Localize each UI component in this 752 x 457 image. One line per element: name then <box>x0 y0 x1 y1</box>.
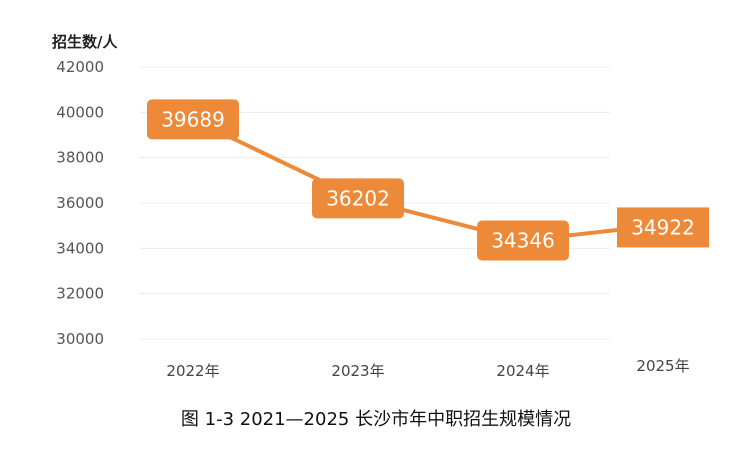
x-tick-label: 2024年 <box>496 362 549 380</box>
y-tick-label: 32000 <box>56 285 104 303</box>
y-tick-label: 36000 <box>56 194 104 212</box>
data-label-text: 34346 <box>491 228 555 252</box>
data-label-text: 34922 <box>631 215 695 239</box>
data-labels: 39689 36202 34346 34922 <box>147 99 709 261</box>
figure-caption: 图 1-3 2021—2025 长沙市年中职招生规模情况 <box>180 409 572 430</box>
data-label-box <box>617 207 709 248</box>
data-label-box <box>312 178 404 219</box>
data-label-box <box>147 99 239 140</box>
y-tick-label: 42000 <box>56 58 104 76</box>
x-axis-ticks: 2022年 2023年 2024年 2025年 <box>166 357 689 380</box>
y-axis-ticks: 30000 32000 34000 36000 38000 40000 42000 <box>56 58 104 348</box>
data-label: 34346 <box>477 220 569 261</box>
data-label: 39689 <box>147 99 239 140</box>
y-tick-label: 38000 <box>56 149 104 167</box>
x-tick-label: 2025年 <box>636 357 689 375</box>
data-label: 34922 <box>617 207 709 248</box>
y-axis-title: 招生数/人 <box>52 33 118 51</box>
series-line <box>191 117 642 243</box>
x-tick-label: 2023年 <box>331 362 384 380</box>
data-label-text: 36202 <box>326 186 390 210</box>
x-tick-label: 2022年 <box>166 362 219 380</box>
data-label-box <box>477 220 569 261</box>
line-chart: 招生数/人 30000 32000 34000 36000 38000 40000 4200… <box>52 33 709 380</box>
y-tick-label: 34000 <box>56 239 104 257</box>
data-label-text: 39689 <box>161 107 225 131</box>
y-tick-label: 30000 <box>56 330 104 348</box>
y-tick-label: 40000 <box>56 103 104 121</box>
data-label: 36202 <box>312 178 404 219</box>
series-line-group <box>191 117 642 243</box>
